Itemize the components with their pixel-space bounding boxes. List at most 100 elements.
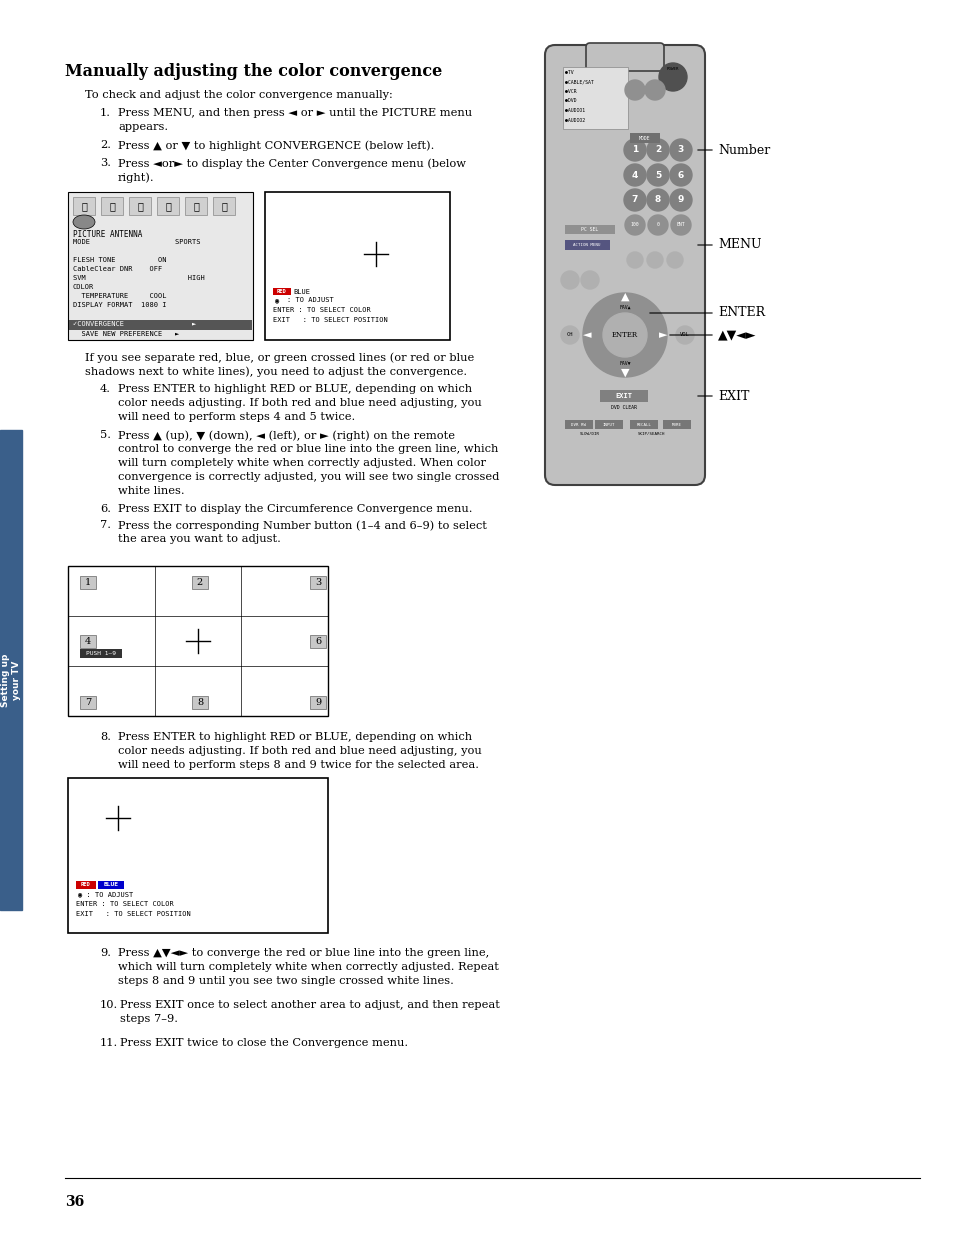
Text: ▼: ▼	[620, 368, 629, 378]
Text: 2: 2	[654, 146, 660, 154]
Text: SLOW/DIR: SLOW/DIR	[579, 432, 599, 436]
Bar	[157, 198, 179, 215]
Text: RED: RED	[276, 289, 287, 294]
Text: MODE                    SPORTS: MODE SPORTS	[73, 240, 200, 245]
Text: EXIT: EXIT	[718, 389, 749, 403]
Bar	[629, 420, 658, 429]
Circle shape	[626, 252, 642, 268]
Text: 6.: 6.	[100, 504, 111, 514]
Text: ⬜: ⬜	[81, 201, 87, 211]
Bar	[80, 697, 96, 709]
Text: 1: 1	[85, 578, 91, 587]
Text: shadows next to white lines), you need to adjust the convergence.: shadows next to white lines), you need t…	[85, 366, 467, 377]
Text: EXIT   : TO SELECT POSITION: EXIT : TO SELECT POSITION	[76, 911, 191, 918]
Bar	[69, 320, 252, 330]
Circle shape	[659, 63, 686, 91]
Text: color needs adjusting. If both red and blue need adjusting, you: color needs adjusting. If both red and b…	[118, 398, 481, 408]
Text: 11.: 11.	[100, 1037, 118, 1049]
Text: 4: 4	[631, 170, 638, 179]
Text: FAV▲: FAV▲	[618, 305, 630, 310]
Text: POWER: POWER	[666, 67, 679, 70]
Bar	[273, 288, 291, 295]
Circle shape	[669, 164, 691, 186]
Text: Press ◄or► to display the Center Convergence menu (below: Press ◄or► to display the Center Converg…	[118, 158, 465, 168]
Text: control to converge the red or blue line into the green line, which: control to converge the red or blue line…	[118, 445, 497, 454]
Text: SVM                        HIGH: SVM HIGH	[73, 275, 205, 282]
Text: appears.: appears.	[118, 122, 168, 132]
Text: ▲: ▲	[620, 291, 629, 303]
Bar	[98, 881, 124, 889]
Bar	[68, 566, 328, 716]
Bar	[73, 198, 95, 215]
FancyBboxPatch shape	[585, 43, 663, 70]
Bar	[68, 191, 253, 340]
Text: 7: 7	[85, 698, 91, 706]
Text: 10.: 10.	[100, 1000, 118, 1010]
Text: ▲▼◄►: ▲▼◄►	[718, 329, 756, 342]
Bar	[564, 420, 593, 429]
Text: 2: 2	[196, 578, 203, 587]
Text: Setting up
your TV: Setting up your TV	[1, 653, 21, 706]
Text: ◉ : TO ADJUST: ◉ : TO ADJUST	[78, 890, 133, 897]
Text: ACTION MENU: ACTION MENU	[573, 243, 600, 247]
Bar	[192, 697, 208, 709]
Text: Press ▲▼◄► to converge the red or blue line into the green line,: Press ▲▼◄► to converge the red or blue l…	[118, 948, 489, 958]
Bar	[599, 390, 647, 403]
Text: RED: RED	[81, 882, 91, 887]
Text: If you see separate red, blue, or green crossed lines (or red or blue: If you see separate red, blue, or green …	[85, 352, 474, 363]
Bar	[0, 430, 22, 910]
Text: Press the corresponding Number button (1–4 and 6–9) to select: Press the corresponding Number button (1…	[118, 520, 486, 531]
Text: ◉: ◉	[274, 296, 279, 303]
Text: ENTER: ENTER	[611, 331, 638, 338]
Bar	[213, 198, 234, 215]
Text: ●DVD: ●DVD	[564, 99, 576, 104]
Bar	[562, 67, 627, 128]
Bar	[662, 420, 690, 429]
Circle shape	[666, 252, 682, 268]
Text: 9.: 9.	[100, 948, 111, 958]
Text: Press ▲ or ▼ to highlight CONVERGENCE (below left).: Press ▲ or ▼ to highlight CONVERGENCE (b…	[118, 140, 434, 151]
Text: will need to perform steps 4 and 5 twice.: will need to perform steps 4 and 5 twice…	[118, 412, 355, 422]
Text: 📺: 📺	[193, 201, 199, 211]
Bar	[310, 697, 326, 709]
Bar	[564, 240, 609, 249]
Circle shape	[623, 140, 645, 161]
Text: MORE: MORE	[671, 422, 681, 426]
Text: EXIT   : TO SELECT POSITION: EXIT : TO SELECT POSITION	[273, 317, 387, 324]
Circle shape	[624, 215, 644, 235]
Bar	[101, 198, 123, 215]
Circle shape	[623, 189, 645, 211]
Text: COLOR: COLOR	[73, 284, 94, 290]
Text: FLESH TONE          ON: FLESH TONE ON	[73, 257, 167, 263]
Text: 3: 3	[314, 578, 321, 587]
Circle shape	[582, 293, 666, 377]
Circle shape	[670, 215, 690, 235]
Bar	[80, 650, 122, 658]
Circle shape	[669, 189, 691, 211]
Text: will turn completely white when correctly adjusted. When color: will turn completely white when correctl…	[118, 458, 485, 468]
Text: ENT: ENT	[676, 222, 684, 227]
Text: 🎙: 🎙	[221, 201, 227, 211]
Text: ●VCR: ●VCR	[564, 89, 576, 94]
Text: Press ENTER to highlight RED or BLUE, depending on which: Press ENTER to highlight RED or BLUE, de…	[118, 384, 472, 394]
Bar	[80, 576, 96, 589]
Text: 4: 4	[85, 637, 91, 646]
Text: ●CABLE/SAT: ●CABLE/SAT	[564, 79, 593, 84]
Text: INPUT: INPUT	[602, 422, 615, 426]
Text: 2.: 2.	[100, 140, 111, 149]
Text: 6: 6	[678, 170, 683, 179]
Text: 100: 100	[630, 222, 639, 227]
Text: 4.: 4.	[100, 384, 111, 394]
Text: : TO ADJUST: : TO ADJUST	[287, 296, 334, 303]
Text: 📺: 📺	[137, 201, 143, 211]
Bar	[595, 420, 622, 429]
Text: 9: 9	[314, 698, 321, 706]
Text: ●AUDIO1: ●AUDIO1	[564, 107, 584, 112]
Text: 8.: 8.	[100, 732, 111, 742]
Text: DVD CLEAR: DVD CLEAR	[611, 405, 637, 410]
Bar	[265, 191, 450, 340]
Text: Manually adjusting the color convergence: Manually adjusting the color convergence	[65, 63, 442, 80]
Text: will need to perform steps 8 and 9 twice for the selected area.: will need to perform steps 8 and 9 twice…	[118, 760, 478, 769]
Text: 3: 3	[678, 146, 683, 154]
Circle shape	[560, 270, 578, 289]
